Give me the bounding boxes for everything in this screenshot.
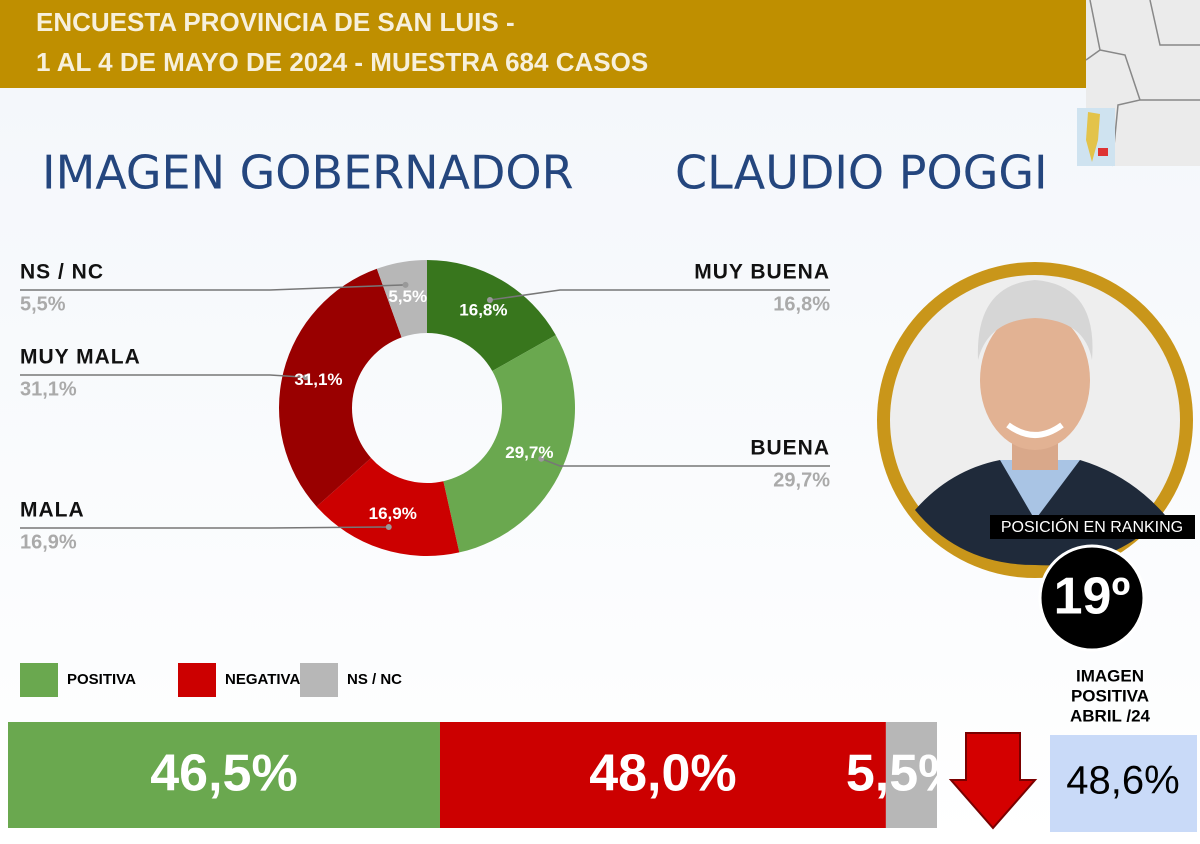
category-label: MUY BUENA: [694, 261, 830, 284]
category-label: NS / NC: [20, 261, 104, 284]
decline-arrow: [948, 732, 1038, 830]
donut-slice: [376, 260, 427, 338]
previous-label: ABRIL /24: [1070, 706, 1151, 725]
leader-line: [20, 284, 406, 291]
leader-dot: [402, 281, 409, 288]
category-value: 16,9%: [20, 531, 77, 553]
leader-dot: [538, 455, 545, 462]
category-value: 16,8%: [773, 293, 830, 315]
header-line: 1 AL 4 DE MAYO DE 2024 - MUESTRA 684 CAS…: [36, 47, 648, 77]
previous-label: POSITIVA: [1071, 686, 1149, 705]
leader-line: [20, 526, 389, 529]
ranking-position: 19º: [1054, 568, 1131, 626]
leader-dot: [486, 297, 493, 304]
ranking-label: POSICIÓN EN RANKING: [1001, 517, 1183, 536]
header-bar: [0, 0, 1200, 88]
category-value: 31,1%: [20, 378, 77, 400]
category-label: BUENA: [750, 437, 830, 460]
slice-label: 31,1%: [294, 370, 342, 389]
leader-dot: [385, 524, 392, 531]
donut-slice: [316, 457, 460, 556]
slice-label: 5,5%: [388, 287, 427, 306]
legend-label: NS / NC: [347, 671, 402, 688]
category-label: MALA: [20, 499, 85, 522]
legend-swatch: [300, 663, 338, 697]
ranking-label-bg: [990, 515, 1195, 539]
portrait: [877, 262, 1193, 578]
bar-value-label: 46,5%: [150, 745, 297, 803]
title-left: IMAGEN GOBERNADOR: [42, 146, 574, 200]
legend-label: NEGATIVA: [225, 671, 300, 688]
bar-value-label: 48,0%: [589, 745, 736, 803]
category-value: 5,5%: [20, 293, 66, 315]
legend-swatch: [20, 663, 58, 697]
leader-line: [20, 374, 306, 379]
slice-label: 16,9%: [369, 504, 417, 523]
bar-segment: [8, 722, 440, 828]
previous-box: [1050, 735, 1197, 832]
title-right: CLAUDIO POGGI: [675, 146, 1048, 200]
category-value: 29,7%: [773, 469, 830, 491]
bar-segment: [885, 722, 937, 828]
legend-label: POSITIVA: [67, 671, 136, 688]
previous-label: IMAGEN: [1076, 666, 1144, 685]
bar-segment: [439, 722, 886, 828]
bar-value-label: 5,5%: [846, 745, 965, 803]
leader-line: [540, 458, 830, 467]
slice-label: 29,7%: [505, 443, 553, 462]
category-label: MUY MALA: [20, 346, 141, 369]
leader-line: [489, 289, 830, 301]
donut-slice: [427, 260, 556, 372]
map: [1077, 0, 1200, 167]
ranking-badge: [1038, 544, 1146, 652]
donut-slice: [443, 335, 575, 553]
slice-label: 16,8%: [459, 301, 507, 320]
previous-value: 48,6%: [1066, 759, 1179, 803]
legend-swatch: [178, 663, 216, 697]
header-line: ENCUESTA PROVINCIA DE SAN LUIS -: [36, 7, 515, 37]
leader-dot: [302, 374, 309, 381]
donut-slice: [278, 268, 402, 507]
